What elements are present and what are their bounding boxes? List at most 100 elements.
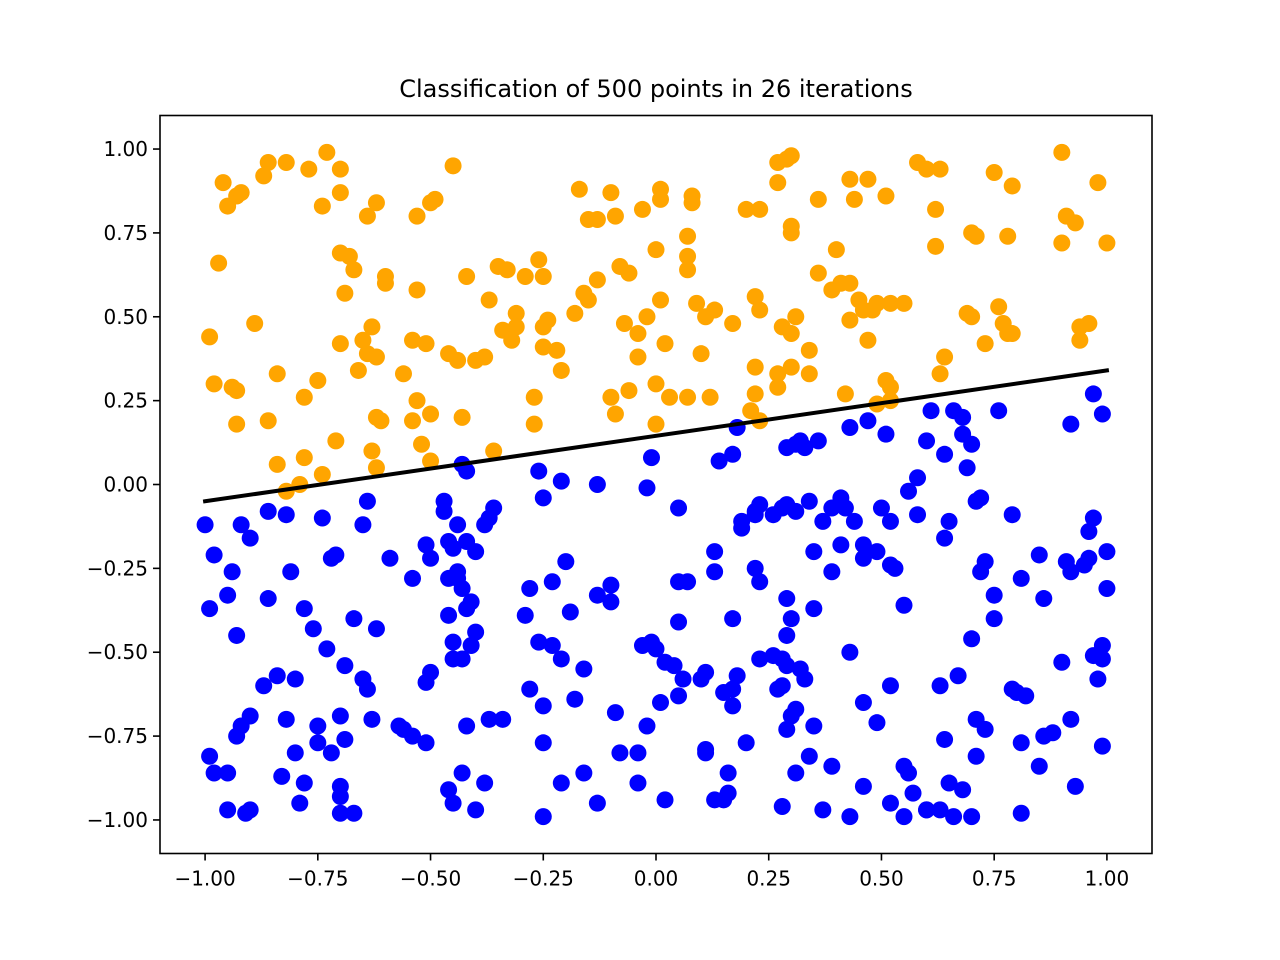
- y-tick-label: 0.00: [103, 473, 148, 497]
- data-point: [1012, 804, 1030, 822]
- data-point: [728, 667, 746, 685]
- data-point: [665, 657, 683, 675]
- data-point: [205, 546, 223, 564]
- x-tick-label: −0.75: [287, 867, 348, 891]
- data-point: [404, 412, 422, 430]
- data-point: [963, 435, 981, 453]
- data-point: [205, 764, 223, 782]
- data-point: [273, 767, 291, 785]
- data-point: [931, 160, 949, 178]
- data-point: [291, 476, 309, 493]
- data-point: [534, 697, 552, 715]
- data-point: [854, 549, 872, 567]
- data-point: [900, 482, 918, 500]
- data-point: [809, 190, 827, 208]
- data-point: [859, 331, 877, 349]
- data-point: [782, 147, 800, 165]
- data-point: [331, 787, 349, 805]
- data-point: [552, 650, 570, 668]
- data-point: [480, 710, 498, 728]
- data-point: [327, 432, 345, 450]
- data-point: [931, 801, 949, 819]
- data-point: [773, 798, 791, 816]
- x-tick-label: −1.00: [174, 867, 235, 891]
- data-point: [787, 308, 805, 326]
- data-point: [854, 694, 872, 712]
- data-point: [214, 174, 232, 192]
- data-point: [796, 670, 814, 688]
- decision-boundary-line: [202, 368, 1110, 504]
- data-point: [868, 543, 886, 561]
- decision-line-layer: [202, 368, 1110, 504]
- data-point: [268, 667, 286, 685]
- x-tick-label: 1.00: [1085, 867, 1130, 891]
- data-point: [751, 496, 769, 514]
- data-point: [331, 804, 349, 822]
- data-point: [606, 405, 624, 423]
- data-point: [228, 415, 246, 433]
- data-point: [620, 382, 638, 400]
- data-point: [259, 412, 277, 430]
- data-point: [746, 288, 764, 306]
- data-point: [841, 418, 859, 436]
- data-point: [345, 804, 363, 822]
- data-point: [1093, 650, 1111, 668]
- chart-title: Classification of 500 points in 26 itera…: [399, 75, 913, 103]
- data-point: [945, 808, 963, 826]
- data-point: [706, 301, 724, 319]
- data-point: [877, 187, 895, 205]
- data-point: [845, 190, 863, 208]
- data-point: [530, 462, 548, 480]
- data-point: [881, 378, 899, 396]
- data-point: [354, 331, 372, 349]
- data-point: [638, 308, 656, 326]
- data-point: [931, 365, 949, 383]
- data-point: [241, 529, 259, 547]
- data-point: [480, 291, 498, 309]
- data-point: [782, 224, 800, 242]
- data-point: [927, 200, 945, 218]
- data-point: [606, 704, 624, 722]
- data-point: [787, 764, 805, 782]
- data-point: [652, 694, 670, 712]
- data-point: [458, 268, 476, 286]
- data-point: [800, 747, 818, 765]
- data-point: [543, 637, 561, 655]
- data-point: [408, 281, 426, 299]
- data-point: [881, 294, 899, 312]
- data-point: [413, 435, 431, 453]
- data-point: [286, 670, 304, 688]
- data-point: [602, 576, 620, 594]
- data-point: [521, 680, 539, 698]
- data-point: [701, 388, 719, 406]
- data-point: [967, 227, 985, 245]
- y-tick-label: −0.75: [87, 724, 148, 748]
- data-point: [733, 519, 751, 537]
- data-point: [936, 730, 954, 748]
- data-point: [570, 180, 588, 198]
- data-point: [827, 241, 845, 259]
- data-point: [313, 465, 331, 483]
- data-point: [336, 657, 354, 675]
- data-point: [697, 663, 715, 681]
- data-point: [458, 462, 476, 480]
- data-point: [1084, 509, 1102, 527]
- data-point: [458, 717, 476, 735]
- data-point: [259, 502, 277, 520]
- data-point: [1062, 563, 1080, 581]
- data-point: [358, 207, 376, 225]
- data-point: [201, 328, 219, 346]
- data-point: [927, 237, 945, 255]
- data-point: [836, 499, 854, 517]
- data-point: [854, 536, 872, 554]
- data-point: [963, 308, 981, 326]
- data-point: [282, 563, 300, 581]
- data-point: [1044, 724, 1062, 742]
- data-point: [909, 506, 927, 524]
- data-point: [877, 425, 895, 443]
- data-point: [633, 200, 651, 218]
- data-point: [647, 241, 665, 259]
- data-point: [1062, 710, 1080, 728]
- data-point: [485, 442, 503, 460]
- data-point: [566, 690, 584, 708]
